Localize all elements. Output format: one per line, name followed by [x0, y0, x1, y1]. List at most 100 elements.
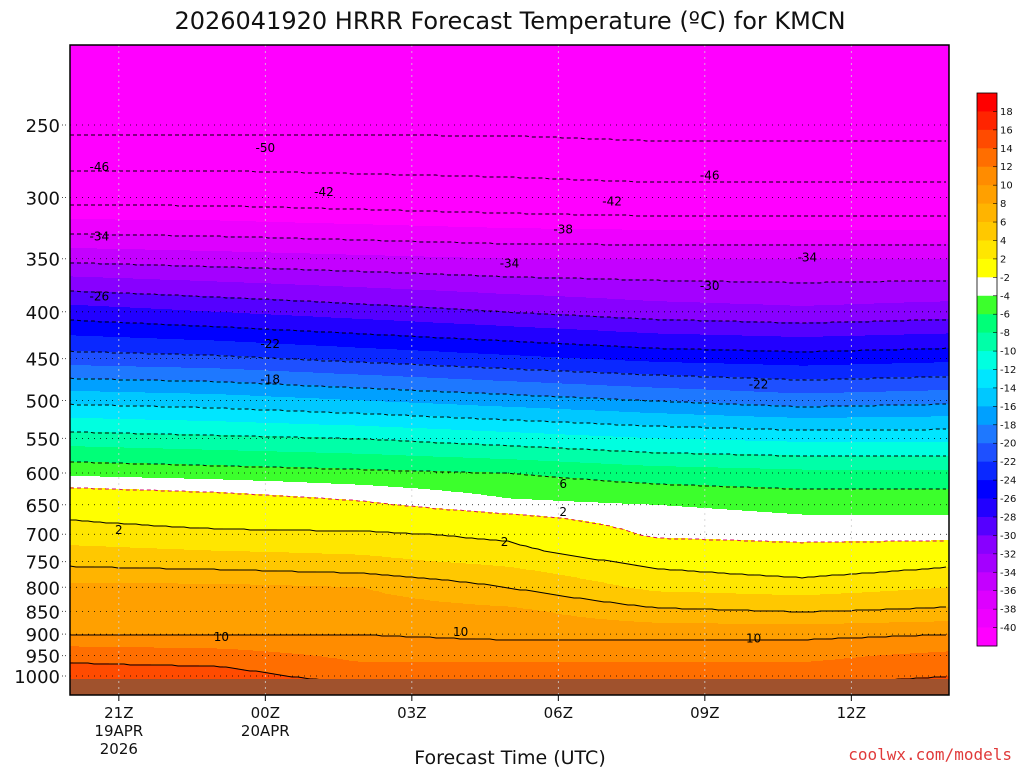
contour-label: -18: [260, 372, 280, 386]
colorbar-label: -22: [1000, 457, 1016, 468]
x-tick-label: 00Z: [251, 704, 280, 722]
ground-strip: [70, 679, 949, 695]
colorbar-swatch: [977, 369, 997, 389]
colorbar-swatch: [977, 277, 997, 297]
colorbar-label: -8: [1000, 328, 1010, 339]
colorbar-label: 16: [1000, 125, 1013, 136]
colorbar-swatch: [977, 609, 997, 628]
contour-label: 2: [559, 505, 567, 519]
colorbar-label: 4: [1000, 236, 1006, 247]
colorbar-swatch: [977, 424, 997, 444]
y-tick-label: 650: [26, 496, 60, 517]
contour-label: -42: [602, 194, 622, 208]
colorbar-swatch: [977, 148, 997, 168]
colorbar-swatch: [977, 590, 997, 610]
colorbar-swatch: [977, 203, 997, 223]
contour-lines: [70, 134, 947, 685]
colorbar-label: -6: [1000, 310, 1010, 321]
colorbar-swatch: [977, 406, 997, 426]
colorbar-label: -36: [1000, 586, 1016, 597]
contour-line--2: [70, 487, 946, 544]
colorbar-label: -2: [1000, 273, 1010, 284]
y-tick-label: 950: [26, 647, 60, 668]
contour-label: -46: [89, 160, 109, 174]
colorbar-label: -40: [1000, 623, 1016, 634]
colorbar-label: -30: [1000, 531, 1016, 542]
colorbar-label: -14: [1000, 383, 1016, 394]
colorbar-swatch: [977, 222, 997, 241]
colorbar-label: -10: [1000, 347, 1016, 358]
contour-line-6: [70, 565, 946, 613]
contour-line--50: [70, 134, 946, 142]
contour-label: -50: [256, 141, 276, 155]
x-tick-label: 06Z: [544, 704, 573, 722]
x-tick-label: 09Z: [690, 704, 719, 722]
x-tick-label: 03Z: [397, 704, 426, 722]
contour-label: -30: [700, 279, 720, 293]
colorbar-swatch: [977, 553, 997, 573]
contour-line--34: [70, 262, 946, 284]
y-axis: 2503003504004505005506006507007508008509…: [14, 116, 66, 688]
colorbar-swatch: [977, 314, 997, 334]
colorbar-swatch: [977, 166, 997, 186]
y-tick-label: 850: [26, 602, 60, 623]
colorbar-label: 12: [1000, 162, 1013, 173]
x-tick-label: 19APR: [94, 722, 143, 740]
colorbar-swatch: [977, 351, 997, 370]
contour-label: -38: [553, 222, 573, 236]
y-tick-label: 300: [26, 188, 60, 209]
colorbar-legend: 18 16 14 12 10 8 6 4 2 -2 -4 -6 -8 -10 -12 -14 -16 -18 -20…: [976, 92, 1016, 647]
credit-text: coolwx.com/models: [848, 745, 1012, 764]
x-tick-label: 20APR: [241, 722, 290, 740]
contour-label: -42: [314, 185, 334, 199]
colorbar-label: -32: [1000, 549, 1016, 560]
y-tick-label: 550: [26, 429, 60, 450]
y-tick-label: 350: [26, 250, 60, 271]
y-tick-label: 750: [26, 553, 60, 574]
colorbar-swatch: [977, 295, 997, 315]
colorbar-swatch: [977, 387, 997, 407]
y-tick-label: 600: [26, 464, 60, 485]
colorbar-label: -34: [1000, 568, 1016, 579]
colorbar-swatch: [977, 129, 997, 149]
colorbar-swatch: [977, 258, 997, 278]
contour-label: 10: [453, 625, 468, 639]
colorbar-swatch: [977, 535, 997, 555]
contour-line--38: [70, 233, 946, 246]
contour-label: 10: [746, 632, 761, 646]
colorbar-swatch: [977, 461, 997, 481]
contour-line-10: [70, 634, 946, 641]
colorbar-label: 2: [1000, 254, 1006, 265]
y-tick-label: 450: [26, 350, 60, 371]
colorbar-label: 10: [1000, 181, 1013, 192]
plot-area: -50 -46 -46 -42 -42 -38 -34 -34 -34 -30 -26 -22 -22 -…: [70, 45, 949, 695]
colorbar-swatch: [977, 93, 997, 112]
contour-line--46: [70, 170, 946, 183]
x-tick-label: 12Z: [837, 704, 866, 722]
contour-label: -46: [700, 169, 720, 183]
x-tick-label: 2026: [100, 740, 138, 758]
plot-frame: [69, 44, 950, 696]
contour-label: -34: [500, 256, 520, 270]
colorbar-label: -12: [1000, 365, 1016, 376]
contour-label: 6: [559, 477, 567, 491]
colorbar-label: 6: [1000, 218, 1006, 229]
contour-label: -34: [89, 230, 109, 244]
contour-line--10: [70, 431, 946, 457]
colorbar-swatch: [977, 516, 997, 536]
colorbar-label: -18: [1000, 420, 1016, 431]
contour-labels: -50 -46 -46 -42 -42 -38 -34 -34 -34 -30 -26 -22 -22 -…: [89, 141, 817, 645]
colorbar-swatch: [977, 498, 997, 518]
colorbar-swatch: [977, 480, 997, 499]
y-tick-label: 700: [26, 525, 60, 546]
colorbar-label: -16: [1000, 402, 1016, 413]
colorbar-label: -28: [1000, 512, 1016, 523]
colorbar-swatch: [977, 332, 997, 352]
colorbar-label: 18: [1000, 107, 1013, 118]
colorbar-label: 8: [1000, 199, 1006, 210]
contour-label: -34: [798, 251, 818, 265]
colorbar-swatch: [977, 240, 997, 260]
colorbar-swatch: [977, 443, 997, 463]
y-tick-label: 250: [26, 116, 60, 137]
